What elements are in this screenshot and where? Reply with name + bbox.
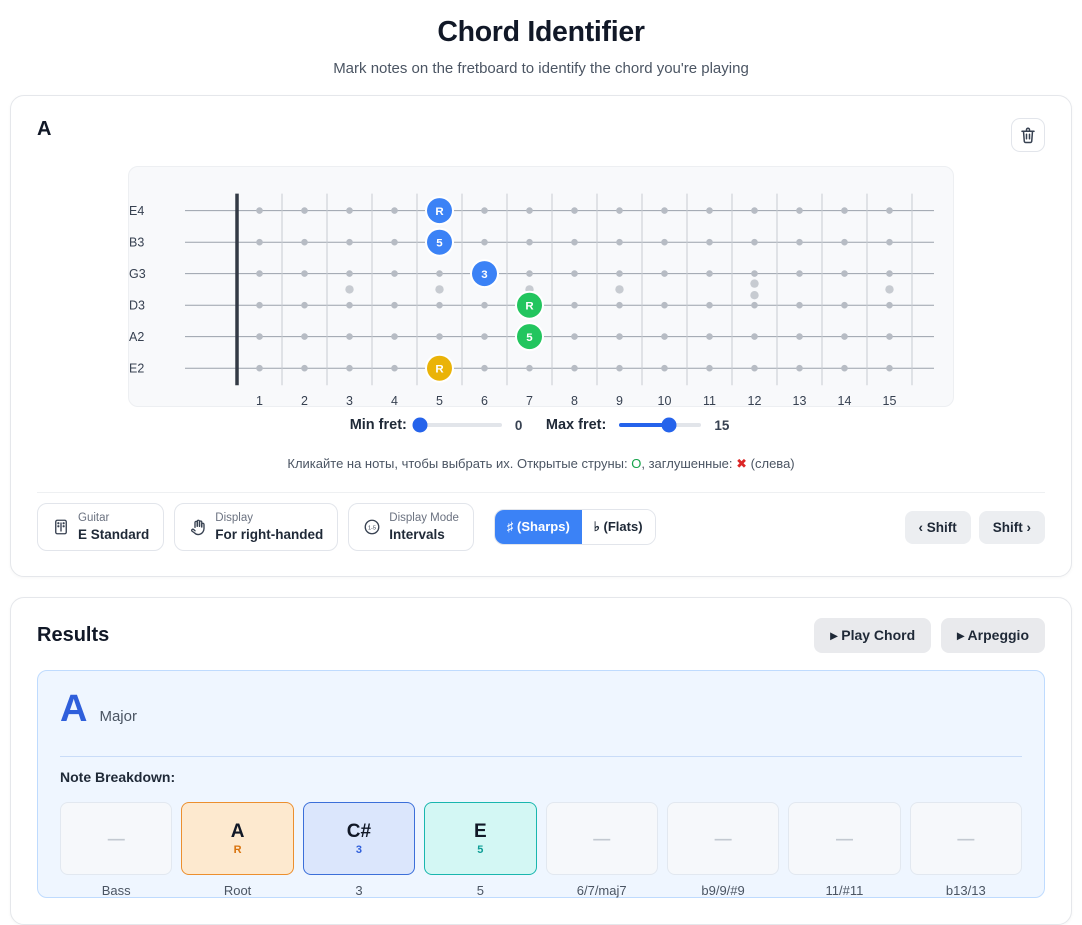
svg-text:3: 3 [346, 394, 353, 407]
svg-text:3: 3 [481, 269, 487, 281]
svg-text:13: 13 [793, 394, 807, 407]
svg-text:B3: B3 [129, 235, 144, 249]
svg-text:1: 1 [256, 394, 263, 407]
svg-text:A2: A2 [129, 330, 144, 344]
svg-text:5: 5 [526, 332, 533, 344]
svg-text:9: 9 [616, 394, 623, 407]
svg-text:8: 8 [571, 394, 578, 407]
svg-text:5: 5 [436, 237, 443, 249]
svg-text:14: 14 [838, 394, 852, 407]
svg-text:E2: E2 [129, 361, 144, 375]
svg-text:R: R [435, 363, 444, 375]
svg-text:6: 6 [481, 394, 488, 407]
svg-text:G3: G3 [129, 267, 146, 281]
svg-text:12: 12 [748, 394, 762, 407]
svg-text:2: 2 [301, 394, 308, 407]
svg-text:D3: D3 [129, 298, 145, 312]
svg-text:7: 7 [526, 394, 533, 407]
svg-text:11: 11 [703, 394, 716, 407]
svg-text:4: 4 [391, 394, 398, 407]
svg-text:1-5: 1-5 [368, 526, 376, 532]
svg-text:E4: E4 [129, 204, 144, 218]
svg-text:R: R [435, 206, 444, 218]
svg-text:15: 15 [883, 394, 897, 407]
svg-text:5: 5 [436, 394, 443, 407]
svg-text:R: R [525, 300, 534, 312]
svg-text:10: 10 [658, 394, 672, 407]
